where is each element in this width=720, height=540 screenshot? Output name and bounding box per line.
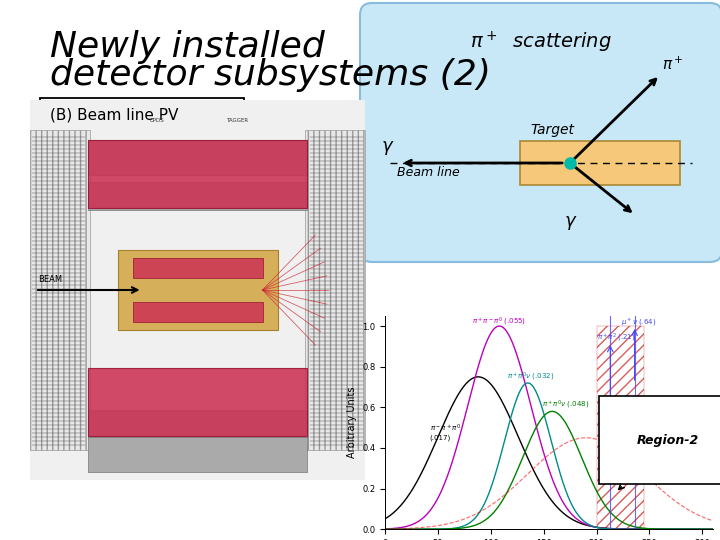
Bar [30,130,90,450]
Text: $\pi^-\pi^+\pi^0$
(.017): $\pi^-\pi^+\pi^0$ (.017) [430,422,461,441]
Text: $\gamma$: $\gamma$ [564,214,577,232]
Text: $\pi^+$  scattering: $\pi^+$ scattering [470,30,612,55]
FancyBboxPatch shape [40,98,244,132]
FancyBboxPatch shape [360,3,720,262]
Bar [132,302,263,322]
Bar [117,250,277,330]
Text: TAGGER: TAGGER [226,118,248,123]
Text: Region-2: Region-2 [619,434,699,489]
Text: Newly installed: Newly installed [50,30,325,64]
Text: (B) Beam line PV: (B) Beam line PV [50,107,179,123]
Bar [88,140,307,175]
Text: CPDS: CPDS [150,118,165,123]
Text: BEAM: BEAM [38,275,62,284]
Text: Target: Target [530,123,574,137]
Bar [132,258,263,278]
Bar [520,141,680,185]
Text: $\gamma$: $\gamma$ [381,139,394,157]
Text: Beam line: Beam line [397,166,460,179]
Text: $\pi^+\pi^2$ (.21): $\pi^+\pi^2$ (.21) [597,332,635,345]
Text: $\pi^+\nu\nu$: $\pi^+\nu\nu$ [616,444,636,454]
Bar [88,182,307,210]
Y-axis label: Arbitrary Units: Arbitrary Units [346,387,356,458]
Text: $\pi^+\pi^-\pi^0$ (.055): $\pi^+\pi^-\pi^0$ (.055) [472,316,526,328]
Bar [88,410,307,438]
Bar [88,140,307,208]
Bar [30,100,365,480]
Text: $\mu^+\nu$ (.64): $\mu^+\nu$ (.64) [621,316,656,328]
Text: $\pi^+\pi^0\nu$ (.032): $\pi^+\pi^0\nu$ (.032) [507,370,554,383]
Bar [305,130,365,450]
Bar [88,437,307,472]
Text: $\pi^+\pi^0\nu$ (.048): $\pi^+\pi^0\nu$ (.048) [541,399,589,411]
Bar [88,368,307,436]
Text: $\pi^+$: $\pi^+$ [662,56,684,73]
Text: detector subsystems (2): detector subsystems (2) [50,58,491,92]
